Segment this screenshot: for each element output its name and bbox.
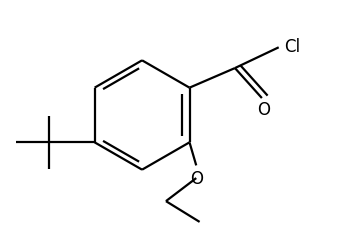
Text: O: O	[190, 169, 203, 187]
Text: O: O	[257, 101, 270, 119]
Text: Cl: Cl	[284, 38, 300, 56]
